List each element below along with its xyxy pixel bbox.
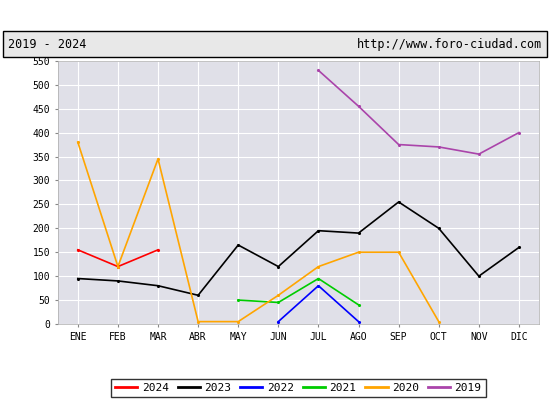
Legend: 2024, 2023, 2022, 2021, 2020, 2019: 2024, 2023, 2022, 2021, 2020, 2019 xyxy=(111,378,486,398)
Text: 2019 - 2024: 2019 - 2024 xyxy=(8,38,87,51)
Text: http://www.foro-ciudad.com: http://www.foro-ciudad.com xyxy=(356,38,542,51)
Text: Evolucion Nº Turistas Nacionales en el municipio de Encinillas: Evolucion Nº Turistas Nacionales en el m… xyxy=(27,8,523,22)
